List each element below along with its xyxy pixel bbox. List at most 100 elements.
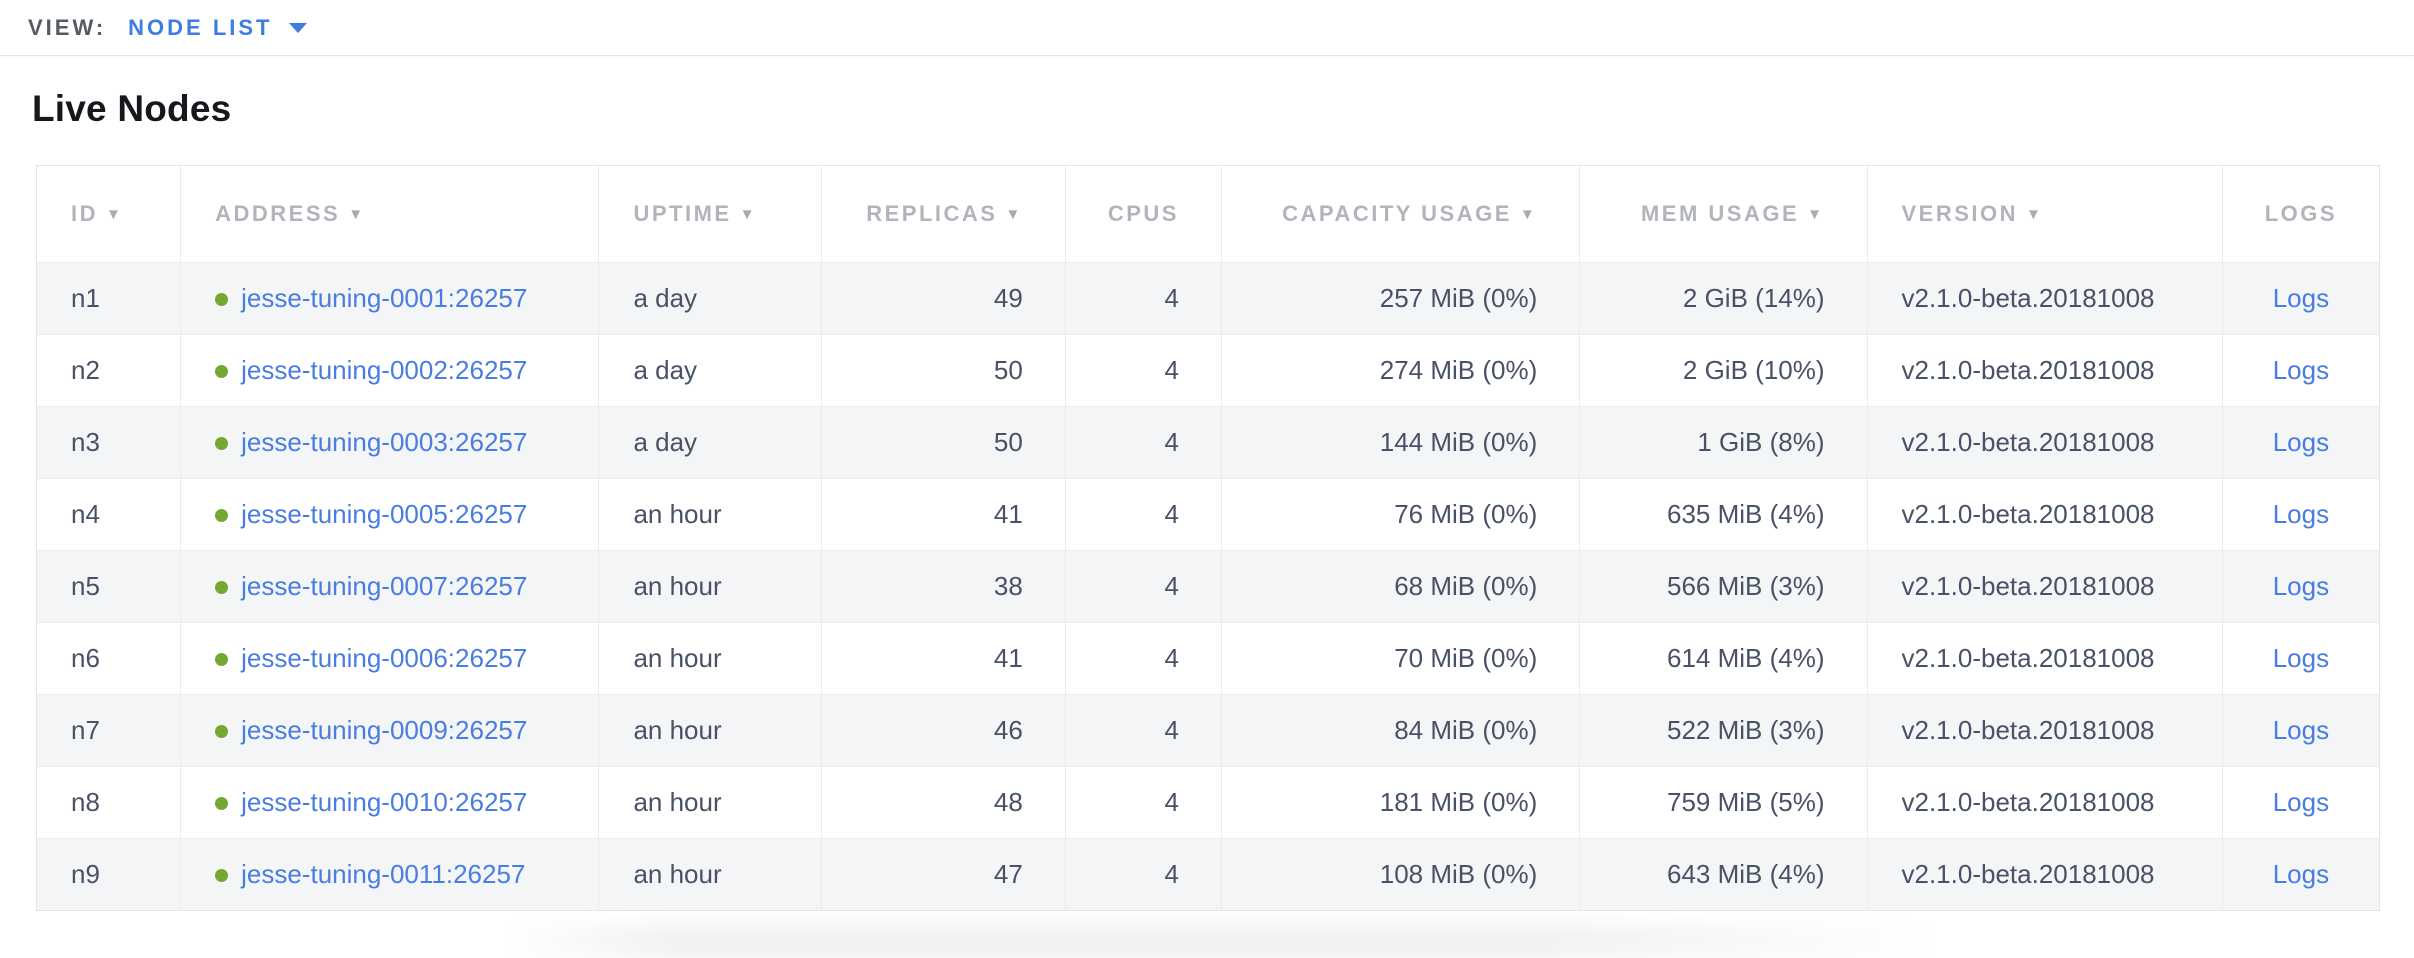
table-row: n5 jesse-tuning-0007:26257 an hour 38 4 68 Mi… [36, 550, 2380, 623]
column-header-replicas[interactable]: REPLICAS ▼ [821, 165, 1066, 263]
view-dropdown[interactable]: NODE LIST [128, 15, 307, 41]
mem-cell: 1 GiB (8%) [1579, 406, 1868, 479]
mem-cell: 643 MiB (4%) [1579, 838, 1868, 911]
column-header-id[interactable]: ID ▼ [36, 165, 182, 263]
capacity-cell: 274 MiB (0%) [1221, 334, 1581, 407]
column-header-label: UPTIME [633, 201, 732, 226]
logs-cell: Logs [2222, 694, 2380, 767]
sort-desc-icon: ▼ [1519, 206, 1538, 223]
node-logs-link[interactable]: Logs [2272, 859, 2330, 889]
node-address-link[interactable]: jesse-tuning-0011:26257 [241, 859, 526, 889]
logs-cell: Logs [2222, 550, 2380, 623]
capacity-cell: 70 MiB (0%) [1221, 622, 1581, 695]
node-logs-link[interactable]: Logs [2272, 499, 2330, 529]
id-cell: n9 [36, 838, 182, 911]
table-row: n7 jesse-tuning-0009:26257 an hour 46 4 84 Mi… [36, 694, 2380, 767]
id-cell: n1 [36, 262, 182, 335]
version-cell: v2.1.0-beta.20181008 [1867, 478, 2223, 551]
view-bar: VIEW: NODE LIST [0, 0, 2414, 56]
cpus-cell: 4 [1065, 262, 1222, 335]
logs-cell: Logs [2222, 262, 2380, 335]
table-body: n1 jesse-tuning-0001:26257 a day 49 4 257 MiB… [36, 262, 2380, 911]
column-header-label: CAPACITY USAGE [1282, 201, 1512, 226]
node-logs-link[interactable]: Logs [2272, 715, 2330, 745]
uptime-cell: a day [598, 334, 822, 407]
id-cell: n8 [36, 766, 182, 839]
node-address-link[interactable]: jesse-tuning-0002:26257 [241, 355, 528, 385]
cpus-cell: 4 [1065, 694, 1222, 767]
table-row: n8 jesse-tuning-0010:26257 an hour 48 4 181 M… [36, 766, 2380, 839]
mem-cell: 2 GiB (14%) [1579, 262, 1868, 335]
replicas-cell: 48 [821, 766, 1066, 839]
address-cell: jesse-tuning-0007:26257 [180, 550, 600, 623]
cpus-cell: 4 [1065, 622, 1222, 695]
logs-cell: Logs [2222, 479, 2379, 551]
column-header-capacity[interactable]: CAPACITY USAGE ▼ [1221, 165, 1581, 263]
column-header-version[interactable]: VERSION ▼ [1867, 165, 2223, 263]
node-address-link[interactable]: jesse-tuning-0007:26257 [241, 571, 528, 601]
sort-desc-icon: ▼ [348, 206, 366, 223]
replicas-cell: 41 [821, 478, 1066, 551]
node-address-link[interactable]: jesse-tuning-0006:26257 [241, 643, 528, 673]
cpus-cell: 4 [1065, 550, 1222, 623]
column-header-label: CPUS [1107, 201, 1179, 226]
uptime-cell: an hour [598, 838, 822, 911]
node-address-link[interactable]: jesse-tuning-0009:26257 [241, 715, 528, 745]
column-header-address[interactable]: ADDRESS ▼ [180, 165, 600, 263]
table-row: n2 jesse-tuning-0002:26257 a day 50 4 274 MiB… [36, 334, 2380, 407]
logs-cell: Logs [2222, 838, 2380, 911]
mem-cell: 614 MiB (4%) [1579, 622, 1868, 695]
view-label: VIEW: [28, 14, 107, 40]
column-header-label: VERSION [1901, 201, 2019, 226]
node-logs-link[interactable]: Logs [2272, 283, 2330, 313]
address-cell: jesse-tuning-0009:26257 [180, 694, 600, 767]
capacity-cell: 257 MiB (0%) [1221, 262, 1581, 335]
logs-cell: Logs [2222, 335, 2379, 407]
replicas-cell: 49 [821, 262, 1066, 335]
node-live-status-icon [215, 365, 229, 378]
column-header-mem[interactable]: MEM USAGE ▼ [1579, 165, 1868, 263]
column-header-label: ADDRESS [215, 201, 341, 226]
cpus-cell: 4 [1065, 766, 1222, 839]
logs-cell: Logs [2222, 406, 2380, 479]
replicas-cell: 38 [821, 550, 1066, 623]
node-address-link[interactable]: jesse-tuning-0001:26257 [241, 283, 528, 313]
capacity-cell: 181 MiB (0%) [1221, 766, 1581, 839]
column-header-cpus: CPUS [1065, 165, 1222, 263]
column-header-label: REPLICAS [866, 201, 998, 226]
replicas-cell: 46 [821, 694, 1066, 767]
version-cell: v2.1.0-beta.20181008 [1867, 622, 2223, 695]
node-live-status-icon [215, 653, 229, 666]
capacity-cell: 144 MiB (0%) [1221, 406, 1581, 479]
node-logs-link[interactable]: Logs [2272, 355, 2330, 385]
table-row: n1 jesse-tuning-0001:26257 a day 49 4 257 MiB… [36, 262, 2380, 335]
cpus-cell: 4 [1065, 406, 1222, 479]
column-header-label: LOGS [2264, 201, 2338, 226]
sort-desc-icon: ▼ [739, 206, 757, 223]
sort-desc-icon: ▼ [1005, 206, 1023, 223]
column-header-logs: LOGS [2222, 165, 2380, 263]
replicas-cell: 41 [821, 622, 1066, 695]
id-cell: n2 [36, 334, 182, 407]
node-live-status-icon [215, 725, 229, 738]
node-logs-link[interactable]: Logs [2272, 787, 2330, 817]
sort-desc-icon: ▼ [2026, 206, 2044, 223]
uptime-cell: an hour [598, 622, 822, 695]
replicas-cell: 50 [821, 406, 1066, 479]
id-cell: n4 [36, 478, 182, 551]
node-address-link[interactable]: jesse-tuning-0005:26257 [241, 499, 528, 529]
node-address-link[interactable]: jesse-tuning-0003:26257 [241, 427, 528, 457]
mem-cell: 566 MiB (3%) [1579, 550, 1868, 623]
node-logs-link[interactable]: Logs [2272, 427, 2330, 457]
address-cell: jesse-tuning-0006:26257 [180, 622, 600, 695]
version-cell: v2.1.0-beta.20181008 [1867, 838, 2223, 911]
node-logs-link[interactable]: Logs [2272, 571, 2330, 601]
address-cell: jesse-tuning-0002:26257 [180, 334, 600, 407]
node-live-status-icon [215, 869, 229, 882]
node-address-link[interactable]: jesse-tuning-0010:26257 [241, 787, 528, 817]
replicas-cell: 47 [821, 838, 1066, 911]
mem-cell: 2 GiB (10%) [1579, 334, 1868, 407]
column-header-uptime[interactable]: UPTIME ▼ [598, 165, 822, 263]
node-logs-link[interactable]: Logs [2272, 643, 2330, 673]
id-cell: n5 [36, 550, 182, 623]
